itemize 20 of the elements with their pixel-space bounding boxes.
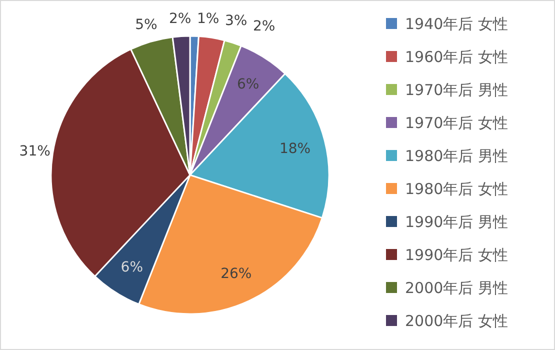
legend-label: 1990年后 女性 bbox=[405, 246, 508, 264]
data-label: 18% bbox=[279, 141, 311, 158]
legend-label: 2000年后 女性 bbox=[405, 312, 508, 330]
legend-label: 1980年后 男性 bbox=[405, 147, 508, 165]
data-label: 3% bbox=[225, 12, 248, 29]
data-label: 31% bbox=[19, 143, 50, 160]
data-label: 26% bbox=[220, 266, 252, 282]
legend-label: 1940年后 女性 bbox=[405, 15, 508, 33]
legend-label: 1980年后 女性 bbox=[405, 180, 508, 198]
data-label: 2% bbox=[169, 11, 192, 28]
legend-label: 1970年后 女性 bbox=[405, 114, 508, 132]
data-label: 6% bbox=[236, 76, 260, 92]
data-label: 1% bbox=[197, 11, 220, 28]
data-label: 2% bbox=[253, 18, 276, 35]
legend-label: 2000年后 男性 bbox=[405, 279, 508, 297]
data-label: 6% bbox=[120, 260, 144, 276]
data-label: 5% bbox=[135, 17, 158, 34]
legend-label: 1990年后 男性 bbox=[405, 213, 508, 231]
legend-label: 1960年后 女性 bbox=[405, 48, 508, 66]
legend-label: 1970年后 男性 bbox=[405, 81, 508, 99]
